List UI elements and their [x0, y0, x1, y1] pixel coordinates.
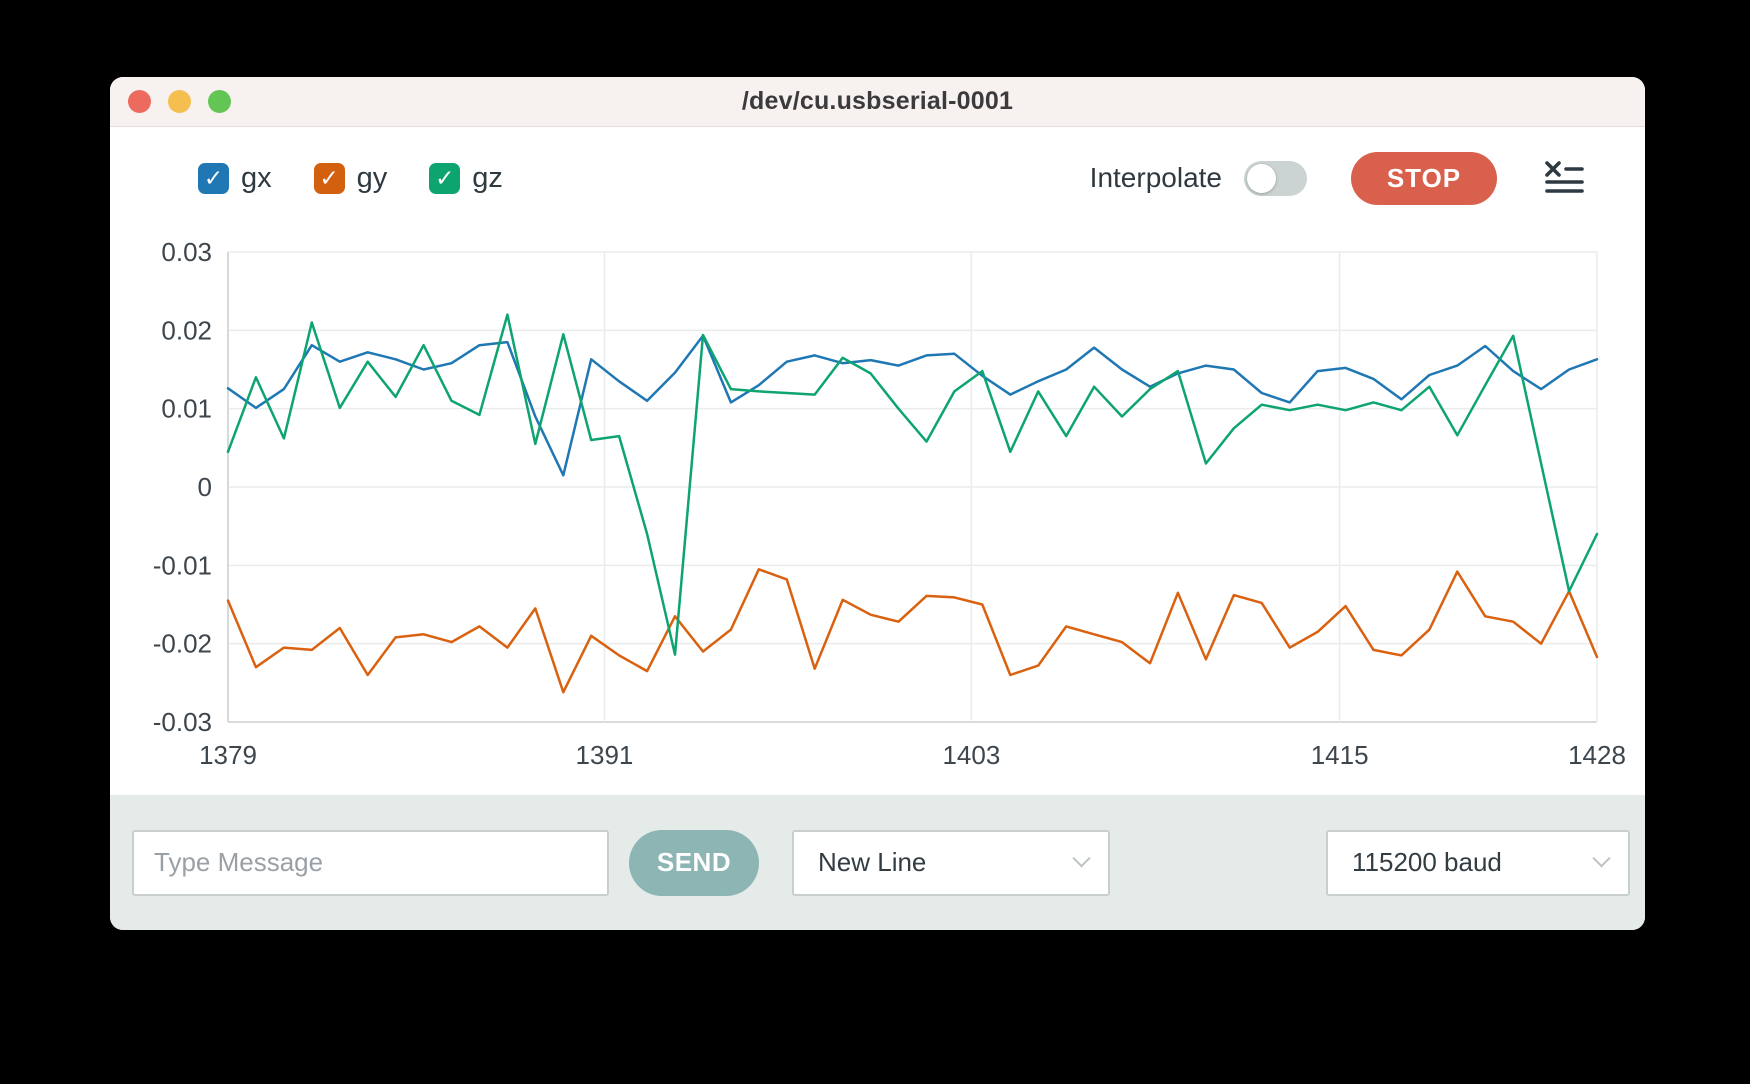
- toggle-knob: [1247, 163, 1276, 193]
- clear-log-icon: [1545, 161, 1584, 193]
- interpolate-toggle[interactable]: [1244, 160, 1307, 196]
- chevron-down-icon: [1592, 849, 1611, 868]
- svg-text:1403: 1403: [942, 740, 1000, 770]
- svg-text:0.02: 0.02: [161, 315, 212, 345]
- zoom-window-button[interactable]: [208, 90, 231, 113]
- check-icon: ✓: [319, 164, 339, 191]
- minimize-window-button[interactable]: [168, 90, 191, 113]
- legend-item-gz: ✓ gz: [429, 162, 503, 195]
- close-window-button[interactable]: [128, 90, 151, 113]
- svg-text:-0.03: -0.03: [153, 707, 212, 737]
- legend-item-gx: ✓ gx: [198, 162, 272, 195]
- svg-text:-0.02: -0.02: [153, 629, 212, 659]
- check-icon: ✓: [435, 164, 455, 191]
- chevron-down-icon: [1072, 849, 1091, 868]
- svg-text:0.01: 0.01: [161, 394, 212, 424]
- traffic-lights: [128, 90, 231, 113]
- svg-text:0.03: 0.03: [161, 237, 212, 267]
- svg-text:1428: 1428: [1568, 740, 1626, 770]
- line-ending-value: New Line: [818, 847, 927, 877]
- chart-area: 0.03 0.02 0.01 0 -0.01 -0.02 -0.03 1379 1391 1403…: [110, 219, 1645, 795]
- window-title: /dev/cu.usbserial-0001: [741, 87, 1014, 115]
- svg-text:1379: 1379: [199, 740, 257, 770]
- legend-checkbox-gx[interactable]: ✓: [198, 162, 229, 194]
- svg-text:-0.01: -0.01: [153, 550, 212, 580]
- line-ending-select[interactable]: New Line: [792, 829, 1110, 896]
- send-button[interactable]: SEND: [629, 829, 759, 896]
- interpolate-label: Interpolate: [1089, 162, 1222, 193]
- legend-item-gy: ✓ gy: [313, 161, 388, 195]
- legend-label: gz: [472, 161, 503, 194]
- message-input[interactable]: [132, 829, 609, 896]
- baud-rate-value: 115200 baud: [1352, 847, 1502, 877]
- svg-text:1391: 1391: [576, 740, 634, 770]
- svg-text:0: 0: [198, 472, 212, 502]
- stop-button[interactable]: STOP: [1351, 151, 1497, 205]
- svg-text:1415: 1415: [1311, 740, 1369, 770]
- legend-label: gy: [356, 161, 388, 194]
- legend-checkbox-gz[interactable]: ✓: [429, 162, 461, 194]
- title-bar: /dev/cu.usbserial-0001: [110, 77, 1645, 127]
- series-legend: ✓ gx ✓ gy ✓ gz: [198, 162, 503, 195]
- legend-checkbox-gy[interactable]: ✓: [313, 162, 345, 194]
- clear-log-button[interactable]: [1543, 160, 1585, 196]
- toolbar: ✓ gx ✓ gy ✓ gz Interpolate STOP: [110, 127, 1645, 219]
- toolbar-right: Interpolate STOP: [1089, 151, 1585, 205]
- legend-label: gx: [241, 161, 272, 194]
- serial-plotter-window: /dev/cu.usbserial-0001 ✓ gx ✓ gy ✓ gz In…: [110, 77, 1645, 930]
- baud-rate-select[interactable]: 115200 baud: [1326, 829, 1630, 896]
- bottom-bar: SEND New Line 115200 baud: [110, 795, 1645, 930]
- check-icon: ✓: [203, 164, 224, 191]
